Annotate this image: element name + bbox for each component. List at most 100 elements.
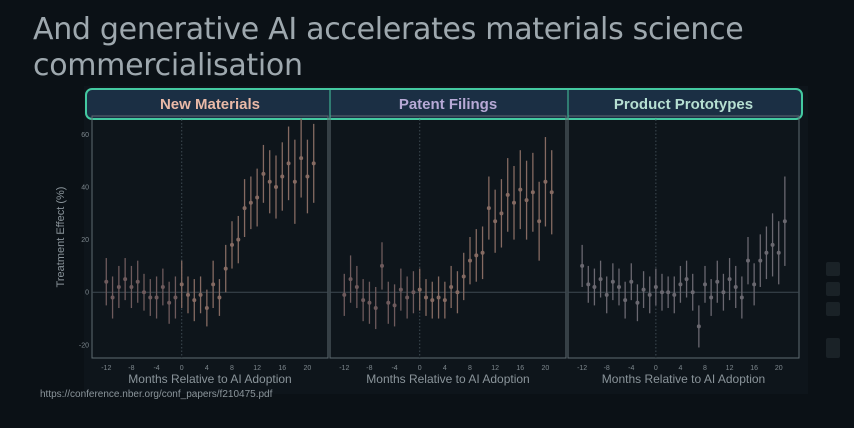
- data-point: [123, 277, 128, 282]
- x-tick-label: -4: [391, 365, 397, 372]
- x-tick-label: 4: [443, 365, 447, 372]
- x-tick-label: -8: [604, 365, 610, 372]
- data-point: [461, 274, 466, 279]
- data-point: [530, 190, 535, 195]
- data-point: [666, 290, 671, 295]
- data-point: [311, 161, 316, 166]
- data-point: [267, 179, 272, 184]
- source-link[interactable]: https://conference.nber.org/conf_papers/…: [40, 389, 273, 400]
- side-decoration-3: [826, 302, 840, 316]
- x-tick-label: 0: [418, 365, 422, 372]
- data-point: [617, 284, 621, 289]
- data-point: [173, 295, 178, 300]
- data-point: [739, 295, 744, 300]
- x-tick-label: -8: [366, 365, 372, 372]
- data-point: [361, 298, 366, 303]
- data-point: [752, 282, 757, 287]
- data-point: [776, 250, 781, 255]
- data-point: [474, 253, 479, 258]
- data-point: [167, 300, 172, 305]
- panel-title: New Materials: [160, 96, 260, 113]
- panel-frame-2: [329, 115, 567, 359]
- data-point: [543, 179, 548, 184]
- panel-header-bar: [85, 88, 803, 120]
- x-tick-label: 16: [750, 365, 758, 372]
- data-point: [160, 284, 165, 289]
- y-tick-label: 0: [85, 290, 89, 297]
- data-point: [468, 258, 472, 263]
- x-tick-label: -12: [101, 365, 111, 372]
- data-point: [242, 206, 247, 211]
- x-tick-label: 20: [304, 365, 312, 372]
- x-tick-label: 8: [703, 365, 707, 372]
- x-tick-label: 0: [654, 365, 658, 372]
- data-point: [280, 174, 285, 179]
- data-point: [116, 284, 121, 289]
- data-point: [499, 211, 504, 216]
- data-point: [709, 295, 714, 300]
- data-point: [592, 284, 597, 289]
- data-point: [204, 306, 209, 311]
- y-tick-label: -20: [79, 342, 89, 349]
- data-point: [727, 277, 732, 282]
- data-point: [703, 282, 707, 287]
- data-point: [148, 295, 153, 300]
- data-point: [398, 287, 403, 292]
- panel-frame-1: [91, 115, 329, 359]
- x-tick-label: -4: [628, 365, 634, 372]
- data-point: [367, 300, 372, 305]
- data-point: [660, 290, 664, 295]
- x-tick-label: 4: [678, 365, 682, 372]
- x-tick-label: -12: [577, 365, 587, 372]
- panel-title: Product Prototypes: [614, 96, 753, 113]
- data-point: [635, 300, 640, 305]
- data-point: [684, 277, 689, 282]
- data-point: [192, 298, 197, 303]
- data-point: [305, 174, 310, 179]
- data-point: [586, 282, 591, 287]
- data-point: [417, 287, 422, 292]
- data-point: [537, 219, 542, 224]
- x-axis-label: Months Relative to AI Adoption: [602, 372, 765, 386]
- data-point: [598, 277, 603, 282]
- data-point: [524, 198, 529, 203]
- data-point: [549, 190, 554, 195]
- side-decoration-1: [826, 262, 840, 276]
- data-point: [604, 292, 609, 297]
- data-point: [449, 284, 454, 289]
- data-point: [493, 219, 498, 224]
- data-point: [405, 295, 410, 300]
- data-point: [248, 200, 253, 205]
- side-decoration-2: [826, 282, 840, 296]
- data-point: [286, 161, 291, 166]
- data-point: [380, 263, 384, 268]
- data-point: [455, 290, 460, 295]
- data-point: [721, 290, 726, 295]
- data-point: [392, 303, 397, 308]
- data-point: [186, 292, 190, 297]
- data-point: [223, 266, 228, 271]
- data-point: [386, 300, 391, 305]
- data-point: [486, 206, 491, 211]
- data-point: [135, 279, 140, 284]
- data-point: [505, 192, 510, 197]
- figure-panel: New Materials -12 -8 -4 0 4 8 12 16 20 Months Rela…: [55, 86, 808, 394]
- data-point: [217, 295, 222, 300]
- data-point: [690, 290, 695, 295]
- slide-title: And generative AI accelerates materials …: [33, 12, 744, 83]
- data-point: [480, 250, 485, 255]
- y-tick-label: 20: [81, 237, 89, 244]
- data-point: [424, 295, 428, 300]
- data-point: [678, 282, 683, 287]
- x-tick-label: -12: [339, 365, 349, 372]
- data-point: [110, 295, 115, 300]
- data-point: [733, 284, 738, 289]
- x-axis-label: Months Relative to AI Adoption: [366, 372, 529, 386]
- data-point: [373, 306, 378, 311]
- x-tick-label: 20: [542, 365, 550, 372]
- data-point: [299, 156, 304, 161]
- x-tick-label: 12: [491, 365, 499, 372]
- data-point: [342, 292, 347, 297]
- data-point: [746, 258, 750, 263]
- x-tick-label: 12: [726, 365, 734, 372]
